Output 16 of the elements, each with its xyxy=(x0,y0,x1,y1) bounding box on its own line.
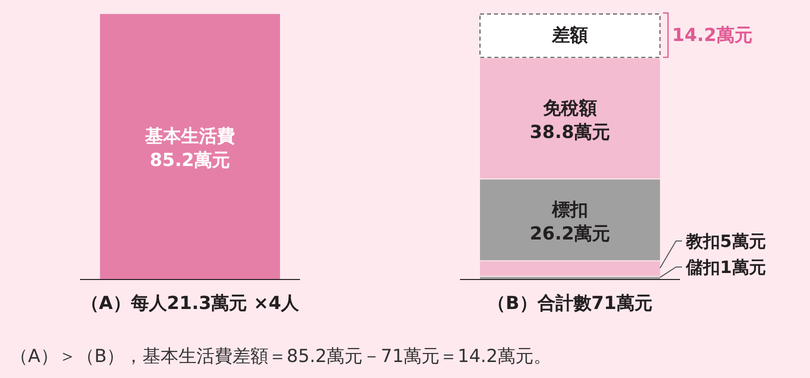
x-tick-label: （B）合計數71萬元 xyxy=(488,293,652,314)
x-tick-label: （A）每人21.3萬元 ×4人 xyxy=(80,293,300,314)
text: （A）＞（B），基本生活費差額＝85.2萬元－71萬元＝14.2萬元。 xyxy=(10,346,552,367)
series-label: 標扣 xyxy=(551,199,588,220)
data-label: 38.8萬元 xyxy=(530,122,610,143)
series-label: 基本生活費 xyxy=(144,126,235,147)
儲扣: 儲扣1萬元 xyxy=(480,258,766,279)
標扣: 標扣 26.2萬元 xyxy=(480,179,660,260)
基本生活費: 基本生活費 85.2萬元 xyxy=(100,14,280,279)
data-label: 26.2萬元 xyxy=(530,223,610,244)
text: 教扣5萬元 xyxy=(686,232,766,252)
免稅額: 免稅額 38.8萬元 xyxy=(480,58,660,178)
data-label: 14.2萬元 xyxy=(672,25,752,46)
series-label: 免稅額 xyxy=(542,98,597,119)
data-label: 85.2萬元 xyxy=(150,150,230,171)
series-label: 差額 xyxy=(551,25,588,46)
